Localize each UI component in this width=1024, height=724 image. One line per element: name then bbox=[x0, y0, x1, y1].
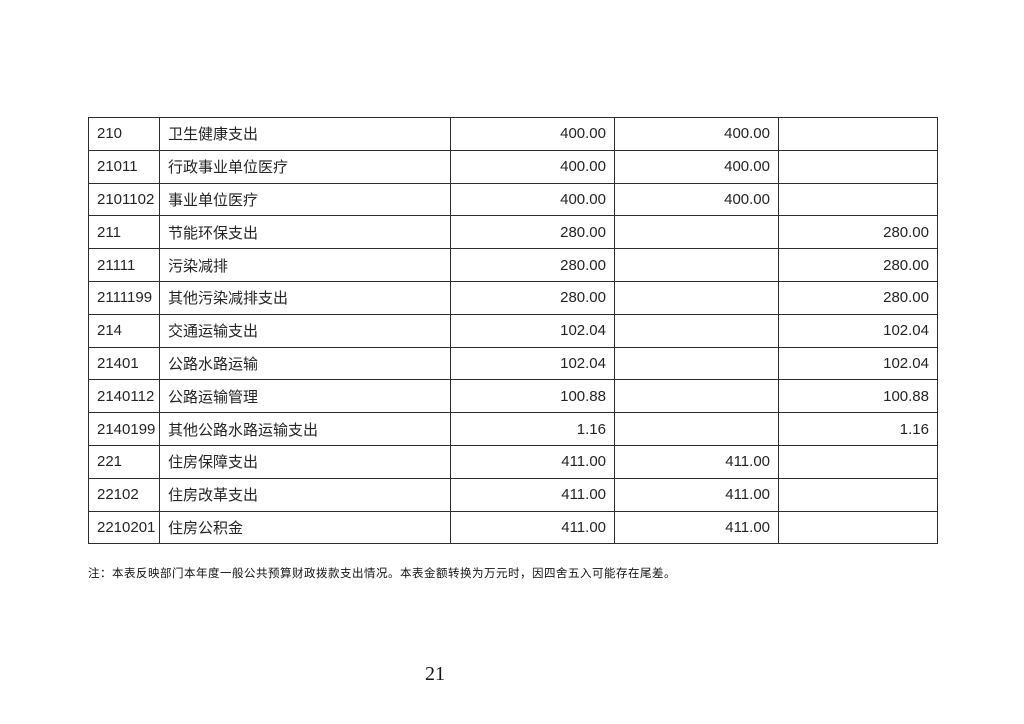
name-cell: 交通运输支出 bbox=[159, 313, 451, 348]
code-cell: 210 bbox=[88, 117, 160, 151]
amount2-cell: 400.00 bbox=[614, 117, 779, 151]
name-cell: 污染减排 bbox=[159, 248, 451, 282]
table-row: 214 交通运输支出 102.04 102.04 bbox=[88, 313, 938, 348]
amount3-cell: 280.00 bbox=[778, 280, 938, 315]
table-row: 210 卫生健康支出 400.00 400.00 bbox=[88, 117, 938, 151]
amount3-cell bbox=[778, 477, 938, 512]
table-row: 2111199 其他污染减排支出 280.00 280.00 bbox=[88, 280, 938, 315]
amount1-cell: 411.00 bbox=[450, 510, 615, 545]
amount2-cell bbox=[614, 215, 779, 250]
code-cell: 2140112 bbox=[88, 379, 160, 414]
name-cell: 行政事业单位医疗 bbox=[159, 149, 451, 184]
table-row: 21401 公路水路运输 102.04 102.04 bbox=[88, 346, 938, 381]
amount3-cell bbox=[778, 149, 938, 184]
table-row: 2101102 事业单位医疗 400.00 400.00 bbox=[88, 182, 938, 217]
amount2-cell: 400.00 bbox=[614, 149, 779, 184]
table-row: 21011 行政事业单位医疗 400.00 400.00 bbox=[88, 149, 938, 184]
name-cell: 事业单位医疗 bbox=[159, 182, 451, 217]
amount1-cell: 1.16 bbox=[450, 412, 615, 446]
page-number: 21 bbox=[425, 663, 445, 685]
amount3-cell bbox=[778, 117, 938, 151]
code-cell: 21401 bbox=[88, 346, 160, 381]
amount2-cell bbox=[614, 248, 779, 282]
amount1-cell: 280.00 bbox=[450, 215, 615, 250]
table-footnote: 注：本表反映部门本年度一般公共预算财政拨款支出情况。本表金额转换为万元时，因四舍… bbox=[88, 568, 676, 580]
amount3-cell: 102.04 bbox=[778, 346, 938, 381]
amount1-cell: 280.00 bbox=[450, 280, 615, 315]
amount3-cell: 1.16 bbox=[778, 412, 938, 446]
amount2-cell bbox=[614, 313, 779, 348]
amount1-cell: 100.88 bbox=[450, 379, 615, 414]
code-cell: 2210201 bbox=[88, 510, 160, 545]
table-row: 2210201 住房公积金 411.00 411.00 bbox=[88, 510, 938, 545]
name-cell: 住房公积金 bbox=[159, 510, 451, 545]
amount1-cell: 102.04 bbox=[450, 313, 615, 348]
code-cell: 21111 bbox=[88, 248, 160, 282]
amount1-cell: 102.04 bbox=[450, 346, 615, 381]
table-row: 21111 污染减排 280.00 280.00 bbox=[88, 248, 938, 282]
amount1-cell: 411.00 bbox=[450, 444, 615, 479]
amount2-cell bbox=[614, 379, 779, 414]
name-cell: 公路水路运输 bbox=[159, 346, 451, 381]
amount3-cell: 280.00 bbox=[778, 248, 938, 282]
amount1-cell: 280.00 bbox=[450, 248, 615, 282]
code-cell: 214 bbox=[88, 313, 160, 348]
amount2-cell bbox=[614, 346, 779, 381]
table-row: 2140112 公路运输管理 100.88 100.88 bbox=[88, 379, 938, 414]
amount3-cell: 102.04 bbox=[778, 313, 938, 348]
name-cell: 住房保障支出 bbox=[159, 444, 451, 479]
table-row: 2140199 其他公路水路运输支出 1.16 1.16 bbox=[88, 412, 938, 446]
amount3-cell bbox=[778, 510, 938, 545]
table-row: 211 节能环保支出 280.00 280.00 bbox=[88, 215, 938, 250]
code-cell: 2111199 bbox=[88, 280, 160, 315]
name-cell: 其他公路水路运输支出 bbox=[159, 412, 451, 446]
amount2-cell: 411.00 bbox=[614, 477, 779, 512]
name-cell: 公路运输管理 bbox=[159, 379, 451, 414]
code-cell: 21011 bbox=[88, 149, 160, 184]
amount2-cell: 411.00 bbox=[614, 444, 779, 479]
name-cell: 住房改革支出 bbox=[159, 477, 451, 512]
amount2-cell: 411.00 bbox=[614, 510, 779, 545]
table-row: 22102 住房改革支出 411.00 411.00 bbox=[88, 477, 938, 512]
code-cell: 22102 bbox=[88, 477, 160, 512]
amount3-cell bbox=[778, 182, 938, 217]
name-cell: 其他污染减排支出 bbox=[159, 280, 451, 315]
amount2-cell: 400.00 bbox=[614, 182, 779, 217]
code-cell: 2140199 bbox=[88, 412, 160, 446]
amount3-cell: 280.00 bbox=[778, 215, 938, 250]
amount3-cell: 100.88 bbox=[778, 379, 938, 414]
code-cell: 221 bbox=[88, 444, 160, 479]
amount1-cell: 411.00 bbox=[450, 477, 615, 512]
budget-expenditure-table: 210 卫生健康支出 400.00 400.00 21011 行政事业单位医疗 … bbox=[88, 117, 938, 545]
amount3-cell bbox=[778, 444, 938, 479]
amount1-cell: 400.00 bbox=[450, 117, 615, 151]
amount2-cell bbox=[614, 412, 779, 446]
amount2-cell bbox=[614, 280, 779, 315]
code-cell: 211 bbox=[88, 215, 160, 250]
name-cell: 节能环保支出 bbox=[159, 215, 451, 250]
name-cell: 卫生健康支出 bbox=[159, 117, 451, 151]
amount1-cell: 400.00 bbox=[450, 182, 615, 217]
amount1-cell: 400.00 bbox=[450, 149, 615, 184]
code-cell: 2101102 bbox=[88, 182, 160, 217]
table-row: 221 住房保障支出 411.00 411.00 bbox=[88, 444, 938, 479]
